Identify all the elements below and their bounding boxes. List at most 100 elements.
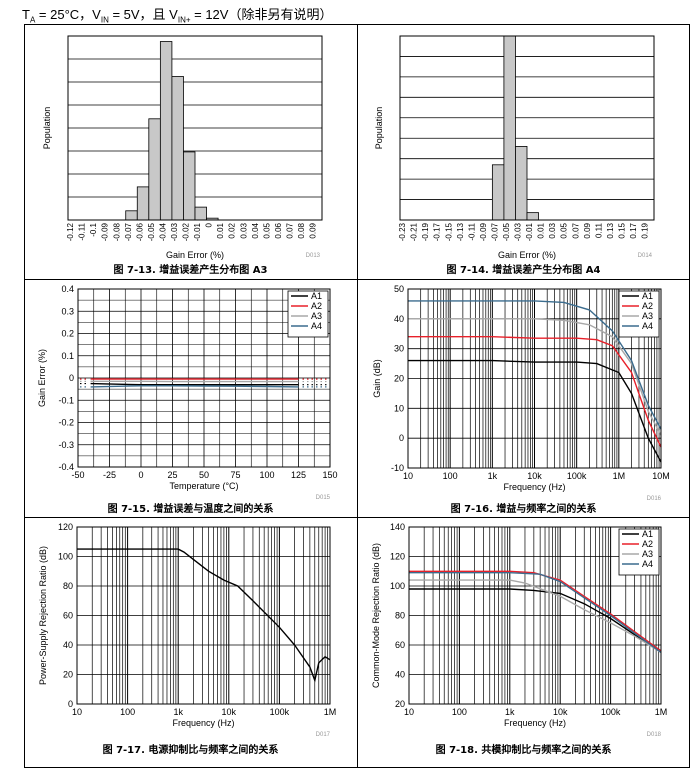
- x-tick-label: -0.11: [467, 222, 476, 240]
- series-line-a3: [409, 579, 662, 653]
- legend-box: [618, 528, 660, 576]
- x-axis-label: Gain Error (%): [166, 250, 224, 260]
- x-tick-label: 75: [230, 470, 240, 480]
- x-tick-label: 0.06: [274, 222, 283, 238]
- series-line-a1: [90, 382, 299, 386]
- x-tick-label: 100: [443, 471, 458, 481]
- y-tick-label: 0: [69, 373, 74, 383]
- histogram-bar: [148, 118, 161, 221]
- x-tick-label: 0.15: [617, 222, 626, 238]
- series-line-a4: [408, 300, 662, 430]
- y-tick-label: 50: [394, 284, 404, 294]
- x-tick-label: 100k: [567, 471, 587, 481]
- x-tick-label: 100: [120, 707, 135, 717]
- y-tick-label: 80: [395, 611, 405, 621]
- legend-entry: A4: [311, 321, 322, 331]
- y-tick-label: 40: [394, 314, 404, 324]
- x-tick-label: -0.06: [135, 222, 144, 241]
- x-tick-label: -0.07: [490, 222, 499, 241]
- x-tick-label: 10k: [527, 471, 542, 481]
- histogram-bar: [194, 206, 207, 221]
- x-tick-label: 10M: [652, 471, 670, 481]
- caption-7-13: 图 7-13. 增益误差产生分布图 A3: [113, 265, 268, 276]
- x-tick-label: 10: [72, 707, 82, 717]
- y-tick-label: 0: [399, 433, 404, 443]
- x-tick-label: -25: [103, 470, 116, 480]
- y-tick-label: -0.3: [58, 440, 74, 450]
- conditions-header: TA = 25°C，VIN = 5V，且 VIN+ = 12V（除非另有说明）: [22, 7, 333, 25]
- figure-code: D017: [316, 732, 331, 738]
- y-axis-label: Common-Mode Rejection Ratio (dB): [371, 543, 381, 688]
- gain-vs-frequency: 10 100 1k 10k 100k 1M 10M -10 0 10 20 30 40 50 Frequen…: [372, 284, 670, 502]
- y-axis-label: Gain Error (%): [37, 349, 47, 407]
- x-tick-label: -0.19: [421, 222, 430, 241]
- x-tick-label: -0.15: [444, 222, 453, 241]
- x-tick-label: 0.08: [297, 222, 306, 238]
- series-line-a2: [409, 570, 662, 652]
- plot-frame: [76, 526, 331, 705]
- y-axis-label: Population: [42, 107, 52, 150]
- y-axis-label: Gain (dB): [372, 359, 382, 398]
- y-tick-label: 120: [58, 522, 73, 532]
- legend-entry: A1: [311, 291, 322, 301]
- x-tick-label: 25: [167, 470, 177, 480]
- y-tick-label: 0.4: [61, 284, 74, 294]
- x-tick-label: 1M: [655, 707, 668, 717]
- figure-7-17: 10 100 1k 10k 100k 1M 0 20 40 60 80 100 120 Frequency…: [25, 518, 356, 767]
- y-tick-label: 140: [390, 522, 405, 532]
- x-tick-label: 100k: [601, 707, 621, 717]
- y-tick-label: -0.1: [58, 395, 74, 405]
- histogram-bar: [171, 76, 184, 221]
- y-tick-label: 0.2: [61, 329, 74, 339]
- x-tick-label: 1k: [173, 707, 183, 717]
- x-tick-label: 0: [138, 470, 143, 480]
- y-tick-label: 0: [68, 699, 73, 709]
- x-tick-label: 0.05: [560, 222, 569, 238]
- plot-frame: [408, 526, 662, 705]
- legend-entry: A4: [642, 321, 653, 331]
- caption-7-14: 图 7-14. 增益误差产生分布图 A4: [446, 265, 601, 276]
- psrr-vs-frequency: 10 100 1k 10k 100k 1M 0 20 40 60 80 100 120 Frequency…: [38, 522, 336, 738]
- y-tick-label: -10: [391, 463, 404, 473]
- legend-entry: A4: [642, 559, 653, 569]
- figure-7-14: -0.23 -0.21 -0.19 -0.17 -0.15 -0.13 -0.11 -0.09…: [358, 25, 689, 278]
- x-tick-label: 0.07: [571, 222, 580, 238]
- x-tick-label: 100: [452, 707, 467, 717]
- x-tick-label: -0.09: [101, 222, 110, 241]
- plot-frame: [407, 288, 662, 469]
- x-axis-label: Temperature (°C): [169, 481, 238, 491]
- x-tick-label: -0.09: [479, 222, 488, 241]
- x-tick-label: 10: [404, 707, 414, 717]
- legend-entry: A1: [642, 529, 653, 539]
- figure-7-15: -50 -25 0 25 50 75 100 125 150 -0.4 -0.3 -0.2 -0.1 0 0…: [25, 280, 356, 516]
- x-tick-label: 0.09: [583, 222, 592, 238]
- histogram-bar: [125, 210, 138, 221]
- figure-7-18: 10 100 1k 10k 100k 1M 20 40 60 80 100 120 140 Frequen…: [358, 518, 689, 767]
- histogram-bar: [183, 151, 196, 221]
- legend-box: [618, 290, 660, 338]
- x-axis-label: Frequency (Hz): [172, 718, 234, 728]
- x-tick-label: 10: [403, 471, 413, 481]
- figure-code: D016: [647, 496, 662, 502]
- x-tick-label: -0.11: [78, 222, 87, 240]
- cmrr-vs-frequency: 10 100 1k 10k 100k 1M 20 40 60 80 100 120 140 Frequen…: [371, 522, 668, 738]
- plot-frame: [399, 35, 655, 221]
- x-tick-label: 0.17: [629, 222, 638, 238]
- gain-error-vs-temperature: -50 -25 0 25 50 75 100 125 150 -0.4 -0.3 -0.2 -0.1 0 0…: [37, 284, 338, 501]
- y-tick-label: 20: [395, 699, 405, 709]
- series-line-a1: [409, 588, 662, 652]
- histogram-bar: [136, 186, 150, 221]
- grid-divider-vertical: [357, 25, 358, 767]
- x-tick-label: -0.07: [124, 222, 133, 241]
- y-tick-label: 80: [63, 581, 73, 591]
- y-tick-label: 60: [63, 611, 73, 621]
- plot-frame: [67, 35, 323, 221]
- x-tick-label: 0.13: [606, 222, 615, 238]
- x-tick-label: -0.01: [193, 222, 202, 241]
- y-tick-label: 100: [58, 552, 73, 562]
- x-axis-label: Frequency (Hz): [504, 718, 566, 728]
- x-tick-label: 100: [259, 470, 274, 480]
- x-tick-label: 0.03: [239, 222, 248, 238]
- histogram-bar: [515, 146, 528, 221]
- x-axis-label: Gain Error (%): [498, 250, 556, 260]
